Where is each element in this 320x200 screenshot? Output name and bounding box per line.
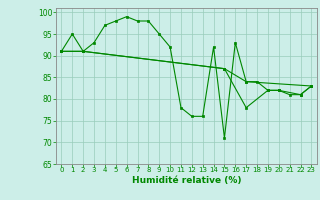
X-axis label: Humidité relative (%): Humidité relative (%) (132, 176, 241, 185)
